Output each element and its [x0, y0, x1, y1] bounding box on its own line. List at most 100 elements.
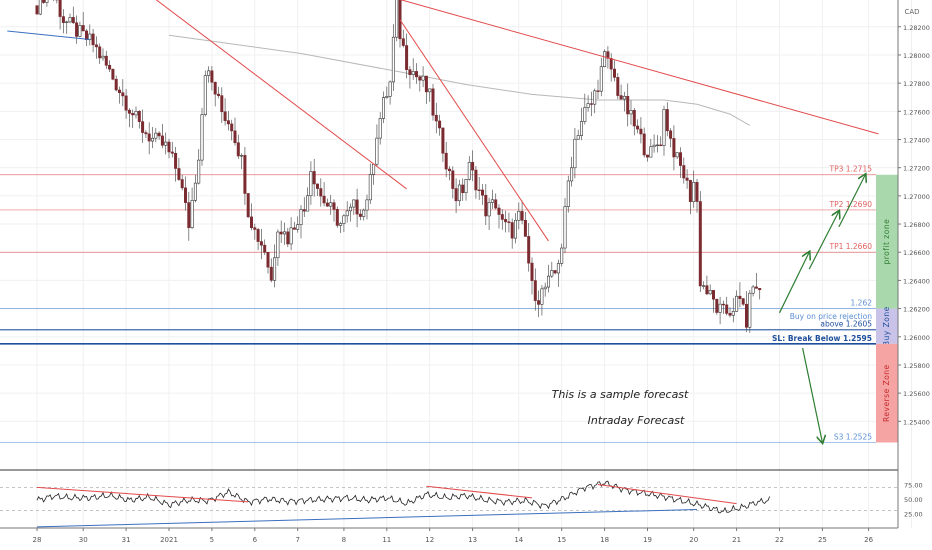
candle-body: [273, 257, 277, 281]
trendline: [155, 0, 407, 190]
candle-body: [738, 295, 742, 299]
candle-body: [692, 182, 696, 202]
candle-body: [127, 109, 131, 114]
level-label: 1.262: [851, 299, 873, 308]
candle-body: [226, 120, 230, 125]
candle-body: [160, 135, 164, 146]
candle-body: [688, 180, 692, 202]
candle-body: [177, 168, 181, 180]
candle-body: [447, 168, 451, 172]
candle-body: [151, 137, 155, 142]
zone-label: Buy Zone: [882, 306, 891, 346]
candle-body: [124, 95, 128, 111]
candle-body: [593, 90, 597, 105]
candle-body: [71, 17, 75, 24]
candle-body: [441, 127, 445, 154]
time-tick-label: 28: [33, 536, 42, 544]
candle-body: [266, 252, 270, 268]
candle-body: [35, 5, 39, 15]
candle-body: [81, 25, 85, 32]
candle-body: [497, 207, 501, 215]
candle-body: [609, 58, 613, 70]
candle-body: [401, 38, 405, 46]
candle-body: [543, 286, 547, 290]
candle-body: [362, 209, 366, 217]
oscillator-tick-label: 25.00: [904, 511, 923, 519]
candle-body: [91, 33, 95, 46]
price-tick-label: 1.25600: [903, 390, 930, 398]
candle-body: [576, 135, 580, 140]
candle-body: [131, 113, 135, 116]
candle-body: [546, 275, 550, 288]
candle-body: [513, 219, 517, 239]
forecast-arrows: [778, 175, 866, 443]
candle-body: [685, 177, 689, 181]
candle-body: [678, 152, 682, 166]
candle-body: [263, 244, 267, 253]
candle-body: [556, 263, 560, 274]
time-tick-label: 6: [253, 536, 258, 544]
level-label: S3 1.2525: [834, 432, 872, 441]
price-tick-label: 1.28000: [903, 52, 930, 60]
candle-body: [306, 195, 310, 212]
time-tick-label: 13: [468, 536, 477, 544]
candle-body: [566, 180, 570, 207]
candle-body: [207, 70, 211, 76]
zone-bar: [876, 174, 898, 309]
forecast-arrow: [808, 211, 839, 270]
candle-body: [626, 95, 630, 115]
candle-body: [708, 290, 712, 295]
oscillator-trendline: [426, 485, 533, 499]
candle-body: [289, 227, 293, 245]
candle-body: [378, 118, 382, 139]
candle-body: [332, 202, 336, 210]
candle-body: [240, 155, 244, 157]
candle-body: [715, 298, 719, 313]
candle-body: [731, 311, 735, 316]
time-tick-label: 2021: [160, 536, 178, 544]
candle-body: [573, 138, 577, 169]
candle-body: [180, 179, 184, 189]
candle-body: [632, 110, 636, 127]
candle-body: [461, 184, 465, 194]
candle-body: [735, 295, 739, 312]
trendline: [7, 30, 90, 40]
trendlines: [7, 0, 879, 242]
candle-body: [329, 202, 333, 207]
candle-body: [665, 109, 669, 132]
candle-body: [246, 193, 250, 218]
candle-body: [230, 123, 234, 132]
candle-body: [58, 0, 62, 17]
candle-body: [702, 285, 706, 287]
candle-body: [596, 90, 600, 92]
candle-body: [65, 21, 69, 23]
candle-body: [659, 144, 663, 147]
time-tick-label: 21: [732, 536, 741, 544]
candle-body: [649, 146, 653, 158]
candle-body: [490, 199, 494, 203]
candle-body: [309, 171, 313, 197]
candle-body: [256, 229, 260, 242]
candle-body: [583, 107, 587, 122]
candle-body: [622, 95, 626, 100]
candle-body: [101, 55, 105, 59]
candle-body: [553, 270, 557, 274]
candle-body: [570, 167, 574, 182]
price-tick-label: 1.28200: [903, 24, 930, 32]
price-tick-label: 1.25400: [903, 418, 930, 426]
candle-body: [398, 0, 402, 40]
time-tick-label: 26: [864, 536, 873, 544]
candle-body: [348, 206, 352, 212]
candle-body: [438, 120, 442, 129]
candle-body: [38, 0, 42, 15]
oscillator-tick-label: 50.00: [904, 496, 923, 504]
candle-body: [405, 45, 409, 70]
candle-body: [385, 96, 389, 98]
candle-body: [603, 51, 607, 68]
candle-body: [424, 75, 428, 93]
candle-body: [250, 216, 254, 228]
candle-body: [98, 46, 102, 59]
candle-body: [675, 152, 679, 158]
candle-body: [174, 152, 178, 169]
